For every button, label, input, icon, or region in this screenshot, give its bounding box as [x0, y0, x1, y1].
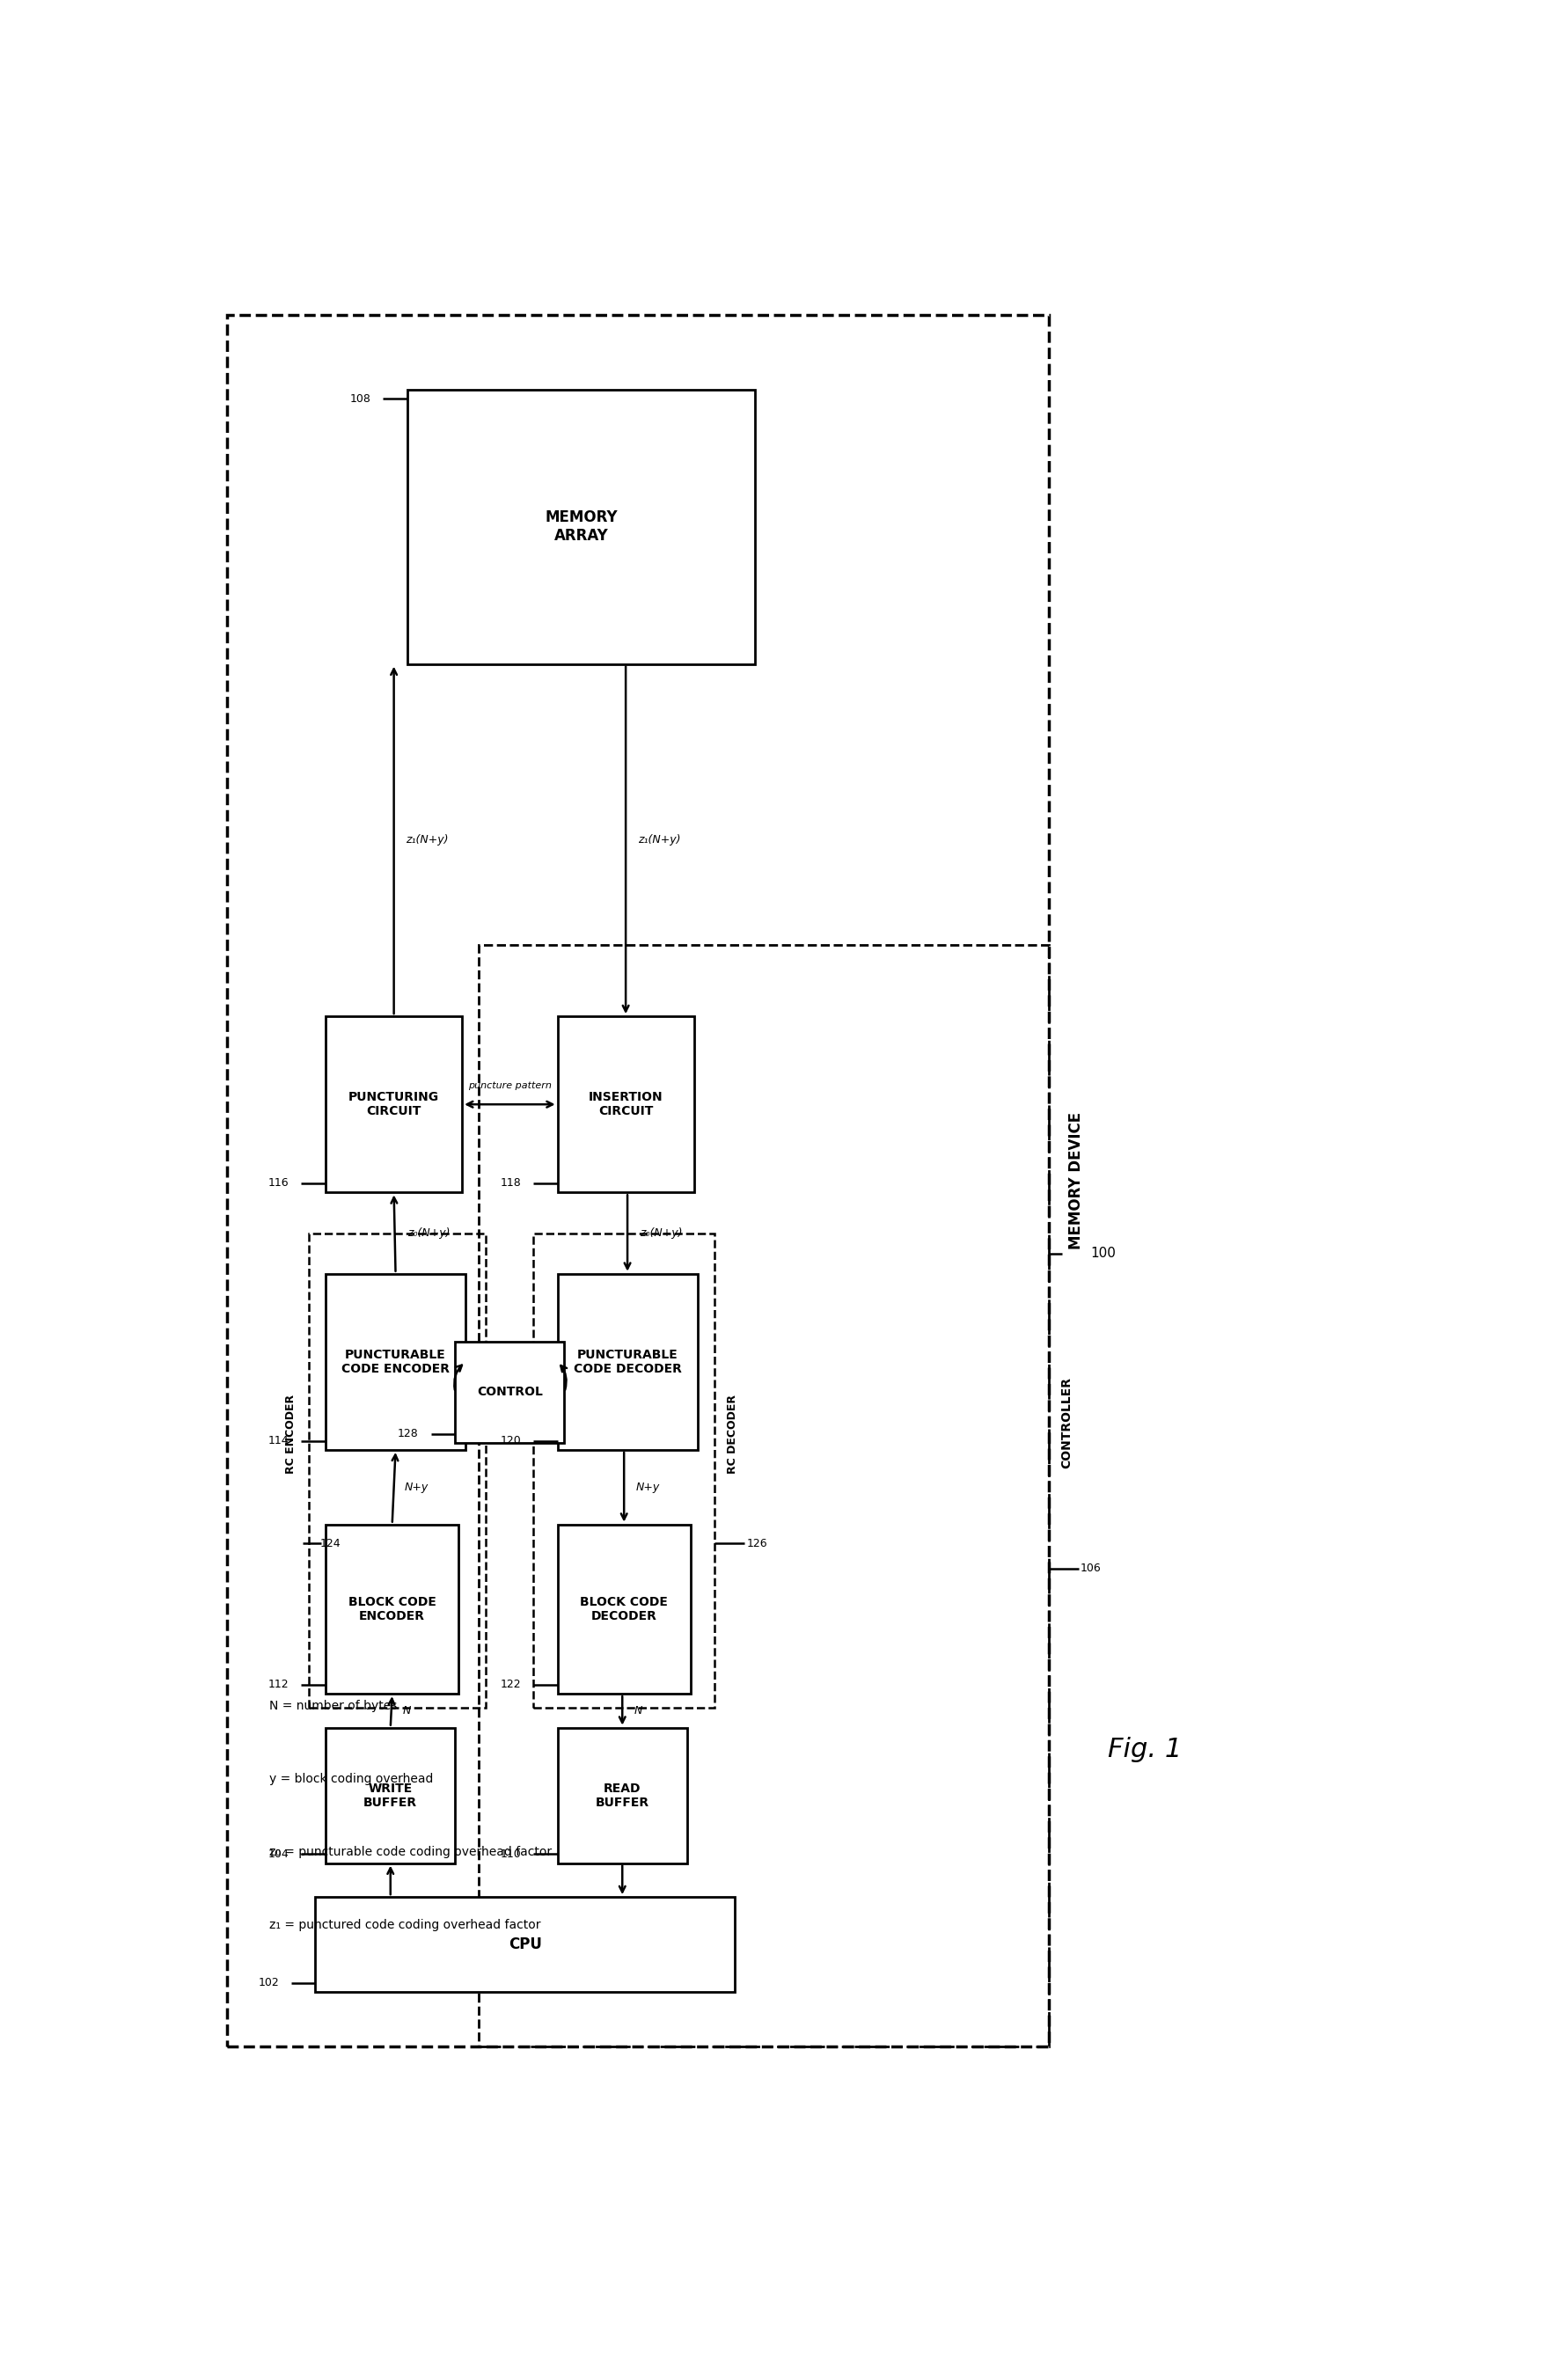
- Bar: [315, 1898, 734, 1992]
- Text: 124: 124: [320, 1537, 340, 1549]
- Text: 108: 108: [350, 394, 370, 406]
- Text: N: N: [403, 1705, 411, 1717]
- Text: z₀(N+y): z₀(N+y): [640, 1226, 682, 1238]
- Text: puncture pattern: puncture pattern: [467, 1082, 552, 1091]
- Text: MEMORY
ARRAY: MEMORY ARRAY: [544, 510, 618, 543]
- Bar: [455, 1343, 564, 1442]
- Text: 128: 128: [398, 1428, 419, 1440]
- Text: INSERTION
CIRCUIT: INSERTION CIRCUIT: [588, 1091, 663, 1117]
- Text: N+y: N+y: [405, 1482, 428, 1492]
- Text: WRITE
BUFFER: WRITE BUFFER: [364, 1781, 417, 1810]
- Text: BLOCK CODE
ENCODER: BLOCK CODE ENCODER: [348, 1596, 436, 1622]
- Bar: [326, 1525, 458, 1694]
- Text: PUNCTURING
CIRCUIT: PUNCTURING CIRCUIT: [348, 1091, 439, 1117]
- Bar: [408, 389, 754, 664]
- Bar: [326, 1274, 466, 1449]
- Text: z₀(N+y): z₀(N+y): [408, 1226, 450, 1238]
- Bar: [557, 1727, 687, 1862]
- Bar: [478, 944, 1047, 2047]
- Bar: [309, 1233, 486, 1708]
- Text: 114: 114: [268, 1435, 289, 1447]
- Text: z₁ = punctured code coding overhead factor: z₁ = punctured code coding overhead fact…: [270, 1919, 541, 1931]
- Text: PUNCTURABLE
CODE ENCODER: PUNCTURABLE CODE ENCODER: [342, 1350, 450, 1376]
- Text: Fig. 1: Fig. 1: [1107, 1736, 1181, 1762]
- Bar: [533, 1233, 713, 1708]
- Bar: [557, 1525, 690, 1694]
- Text: READ
BUFFER: READ BUFFER: [596, 1781, 649, 1810]
- Text: 122: 122: [500, 1679, 521, 1691]
- Text: RC ENCODER: RC ENCODER: [284, 1395, 296, 1473]
- Text: RC DECODER: RC DECODER: [726, 1395, 739, 1473]
- Text: N: N: [633, 1705, 643, 1717]
- Text: CONTROLLER: CONTROLLER: [1060, 1376, 1073, 1468]
- Text: z₀ = puncturable code coding overhead factor: z₀ = puncturable code coding overhead fa…: [270, 1845, 552, 1860]
- Bar: [557, 1015, 693, 1193]
- Text: z₁(N+y): z₁(N+y): [406, 835, 448, 847]
- Text: BLOCK CODE
DECODER: BLOCK CODE DECODER: [580, 1596, 668, 1622]
- Text: 110: 110: [500, 1848, 521, 1860]
- Text: z₁(N+y): z₁(N+y): [638, 835, 681, 847]
- Text: y = block coding overhead: y = block coding overhead: [270, 1774, 433, 1786]
- Text: 100: 100: [1090, 1248, 1115, 1260]
- Bar: [326, 1727, 455, 1862]
- Text: 116: 116: [268, 1177, 289, 1188]
- Text: 126: 126: [746, 1537, 767, 1549]
- Text: 102: 102: [257, 1976, 279, 1988]
- Text: CPU: CPU: [508, 1936, 541, 1952]
- Text: CONTROL: CONTROL: [477, 1385, 543, 1399]
- Text: 118: 118: [500, 1177, 521, 1188]
- Bar: [557, 1274, 696, 1449]
- Text: N = number of bytes: N = number of bytes: [270, 1701, 397, 1713]
- Text: 112: 112: [268, 1679, 289, 1691]
- Text: MEMORY DEVICE: MEMORY DEVICE: [1068, 1112, 1083, 1250]
- Text: 106: 106: [1080, 1563, 1101, 1575]
- Text: 120: 120: [500, 1435, 521, 1447]
- Text: 104: 104: [268, 1848, 289, 1860]
- Text: N+y: N+y: [635, 1482, 660, 1492]
- Bar: [227, 315, 1047, 2047]
- Bar: [326, 1015, 463, 1193]
- Text: PUNCTURABLE
CODE DECODER: PUNCTURABLE CODE DECODER: [572, 1350, 681, 1376]
